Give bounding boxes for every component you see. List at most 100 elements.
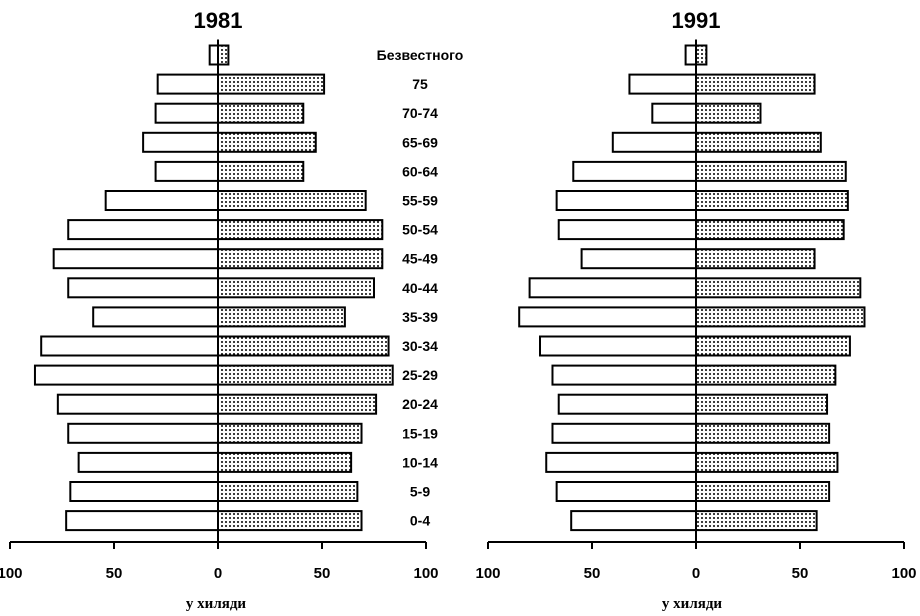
category-label: 70-74 (402, 105, 438, 121)
bar-right-0-4 (695, 510, 818, 532)
bar-left-25-29 (551, 364, 697, 386)
category-label: 45-49 (402, 251, 438, 267)
x-axis-title: у хиляди (186, 596, 247, 612)
bar-right-50-54 (695, 219, 845, 241)
bar-left-35-39 (92, 306, 219, 328)
bar-right-40-44 (217, 277, 375, 299)
bar-left-20-24 (557, 393, 697, 415)
bar-left-75 (628, 73, 697, 95)
bar-left-25-29 (33, 364, 219, 386)
x-tick-label: 100 (0, 565, 23, 582)
bar-right-10-14 (695, 451, 839, 473)
bar-right-25-29 (695, 364, 837, 386)
category-label: 15-19 (402, 425, 438, 441)
bar-left-70-74 (154, 102, 220, 124)
chart-title: 1981 (194, 8, 243, 33)
bar-left-5-9 (555, 481, 698, 502)
category-label: 20-24 (402, 396, 438, 412)
x-tick-label: 50 (314, 565, 331, 582)
x-tick-label: 100 (475, 565, 500, 582)
bar-right-Безвестного (217, 44, 230, 66)
bar-right-20-24 (695, 393, 829, 415)
bar-left-70-74 (651, 102, 698, 124)
bar-right-75 (217, 73, 326, 95)
bar-left-55-59 (104, 190, 219, 211)
bar-right-Безвестного (695, 44, 708, 66)
bar-left-45-49 (52, 248, 220, 270)
pyramid-panel-1981: 1981 Безвестного 75 70-74 65-69 60-64 55-59 50-… (0, 8, 463, 612)
bar-left-45-49 (580, 248, 697, 270)
bar-left-0-4 (570, 510, 698, 532)
bar-left-Безвестного (684, 44, 697, 66)
bar-right-5-9 (217, 481, 359, 502)
bar-left-15-19 (551, 422, 697, 444)
bar-left-60-64 (572, 160, 698, 182)
category-label: 40-44 (402, 280, 438, 296)
bar-right-45-49 (695, 248, 816, 270)
category-label: 25-29 (402, 367, 438, 383)
bar-right-55-59 (217, 190, 367, 211)
bar-left-50-54 (67, 219, 219, 241)
bar-right-0-4 (217, 510, 363, 532)
category-label: 55-59 (402, 193, 438, 209)
x-tick-label: 50 (106, 565, 123, 582)
x-tick-label: 50 (584, 565, 601, 582)
bar-right-5-9 (695, 481, 831, 502)
bar-right-70-74 (217, 102, 305, 124)
x-tick-label: 100 (891, 565, 916, 582)
chart-title: 1991 (672, 8, 721, 33)
bar-left-20-24 (56, 393, 220, 415)
bar-right-45-49 (217, 248, 384, 270)
bar-right-50-54 (217, 219, 384, 241)
category-label: 65-69 (402, 134, 438, 150)
bar-left-10-14 (77, 451, 219, 473)
bar-left-0-4 (65, 510, 219, 532)
x-tick-label: 0 (214, 565, 222, 582)
bar-left-10-14 (545, 451, 697, 473)
category-label: 5-9 (410, 484, 430, 500)
bar-left-65-69 (142, 131, 219, 153)
pyramid-panel-1991: 1991 100 50 0 50 100 у хиляди (475, 8, 916, 612)
bar-right-65-69 (217, 131, 317, 153)
bar-right-60-64 (217, 160, 305, 182)
bar-right-15-19 (695, 422, 831, 444)
bar-right-35-39 (695, 306, 866, 328)
bar-right-30-34 (695, 335, 851, 357)
bar-left-Безвестного (208, 44, 219, 66)
x-tick-label: 0 (692, 565, 700, 582)
bar-left-15-19 (67, 422, 219, 444)
bar-left-35-39 (518, 306, 698, 328)
bar-left-40-44 (67, 277, 219, 299)
bar-left-40-44 (528, 277, 697, 299)
category-label: 0-4 (410, 513, 430, 529)
category-label: 50-54 (402, 222, 438, 238)
category-label: Безвестного (377, 47, 464, 63)
bar-left-30-34 (539, 335, 697, 357)
bar-right-15-19 (217, 422, 363, 444)
bar-left-75 (156, 73, 219, 95)
bar-left-5-9 (69, 481, 219, 502)
category-label: 75 (412, 76, 428, 92)
bar-left-55-59 (555, 190, 698, 211)
bar-left-30-34 (40, 335, 220, 357)
bar-right-35-39 (217, 306, 346, 328)
category-label: 10-14 (402, 454, 438, 470)
bar-right-60-64 (695, 160, 847, 182)
bar-right-55-59 (695, 190, 849, 211)
bar-left-60-64 (154, 160, 220, 182)
category-label: 60-64 (402, 163, 438, 179)
bar-right-65-69 (695, 131, 822, 153)
bar-right-30-34 (217, 335, 390, 357)
bar-right-75 (695, 73, 816, 95)
x-tick-label: 50 (792, 565, 809, 582)
bar-right-25-29 (217, 364, 394, 386)
x-axis-title: у хиляди (662, 596, 723, 612)
bar-right-20-24 (217, 393, 378, 415)
bar-left-65-69 (611, 131, 697, 153)
bar-right-10-14 (217, 451, 353, 473)
x-tick-label: 100 (413, 565, 438, 582)
bar-right-40-44 (695, 277, 862, 299)
bar-left-50-54 (557, 219, 697, 241)
